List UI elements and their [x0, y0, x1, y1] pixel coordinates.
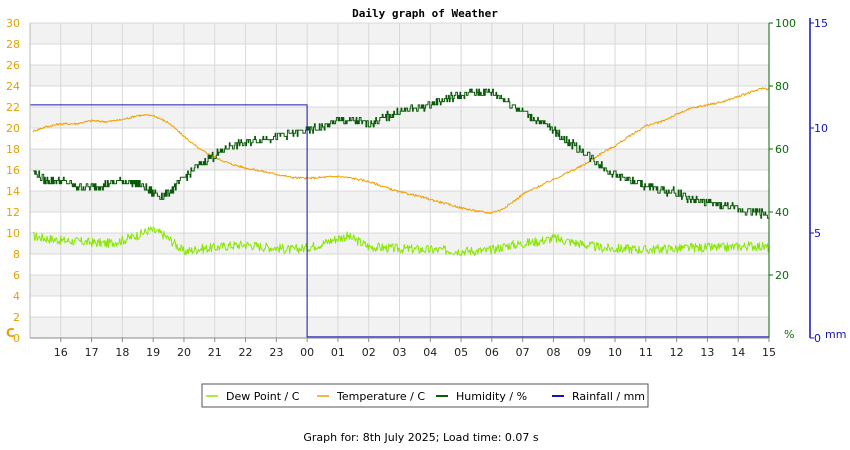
x-axis-tick-label: 05 [454, 346, 468, 359]
x-axis-tick-label: 09 [577, 346, 591, 359]
rainfall-axis-ticks: 0 5 10 15 [810, 17, 828, 345]
x-axis-tick-label: 03 [393, 346, 407, 359]
left-axis-tick-label: 18 [6, 143, 20, 156]
x-axis-tick-label: 11 [639, 346, 653, 359]
humidity-axis-ticks: 20 40 60 80 100 [769, 17, 796, 282]
left-axis-tick-label: 12 [6, 206, 20, 219]
x-axis-tick-label: 13 [700, 346, 714, 359]
x-axis-tick-label: 20 [177, 346, 191, 359]
legend-entry: Humidity / % [456, 390, 527, 403]
left-axis-tick-label: 2 [13, 311, 20, 324]
x-axis-tick-label: 15 [762, 346, 776, 359]
x-axis-tick-label: 23 [269, 346, 283, 359]
left-axis-tick-label: 0 [13, 332, 20, 345]
series-dew-point [32, 226, 770, 256]
legend-entry: Rainfall / mm [572, 390, 645, 403]
humidity-axis-unit: % [784, 328, 794, 341]
x-axis-tick-label: 10 [608, 346, 622, 359]
left-axis-tick-label: 4 [13, 290, 20, 303]
x-axis-tick-label: 16 [54, 346, 68, 359]
x-axis-tick-label: 12 [670, 346, 684, 359]
left-axis-tick-label: 16 [6, 164, 20, 177]
x-axis-tick-label: 07 [516, 346, 530, 359]
rainfall-axis-unit: mm [825, 328, 846, 341]
legend-entry: Temperature / C [336, 390, 425, 403]
humidity-axis-tick-label: 80 [775, 80, 789, 93]
series-temperature [32, 87, 770, 215]
rainfall-axis-tick-label: 5 [814, 227, 821, 240]
chart-title: Daily graph of Weather [352, 7, 498, 20]
x-axis-tick-label: 00 [300, 346, 314, 359]
left-axis-tick-label: 20 [6, 122, 20, 135]
legend: Dew Point / C Temperature / C Humidity / %… [201, 383, 649, 408]
x-axis-tick-label: 08 [546, 346, 560, 359]
series-rainfall [30, 104, 769, 338]
left-axis-tick-label: 6 [13, 269, 20, 282]
humidity-axis-tick-label: 60 [775, 143, 789, 156]
left-axis-tick-label: 22 [6, 101, 20, 114]
humidity-axis-tick-label: 40 [775, 206, 789, 219]
left-axis-tick-label: 30 [6, 17, 20, 30]
rainfall-axis-tick-label: 10 [814, 122, 828, 135]
x-axis-tick-label: 18 [115, 346, 129, 359]
left-axis-tick-label: 26 [6, 59, 20, 72]
legend-entry: Dew Point / C [226, 390, 300, 403]
x-axis-tick-label: 21 [208, 346, 222, 359]
x-axis-tick-label: 19 [146, 346, 160, 359]
x-axis-tick-label: 06 [485, 346, 499, 359]
footer-text: Graph for: 8th July 2025; Load time: 0.0… [303, 431, 539, 444]
legend-items: Dew Point / C Temperature / C Humidity / %… [206, 390, 645, 403]
series-layer [30, 87, 770, 338]
left-axis-tick-label: 24 [6, 80, 20, 93]
left-axis-unit: C [6, 326, 15, 340]
x-axis-tick-label: 14 [731, 346, 745, 359]
left-axis-tick-label: 10 [6, 227, 20, 240]
series-humidity [33, 88, 769, 219]
humidity-axis-tick-label: 20 [775, 269, 789, 282]
x-axis-tick-label: 17 [85, 346, 99, 359]
grid-lines [30, 22, 770, 339]
humidity-axis-tick-label: 100 [775, 17, 796, 30]
x-axis-tick-label: 22 [239, 346, 253, 359]
rainfall-axis-tick-label: 0 [814, 332, 821, 345]
x-axis-tick-label: 01 [331, 346, 345, 359]
left-axis-tick-label: 14 [6, 185, 20, 198]
x-axis-tick-label: 04 [423, 346, 437, 359]
left-axis-tick-label: 8 [13, 248, 20, 261]
rainfall-axis-tick-label: 15 [814, 17, 828, 30]
left-axis-tick-label: 28 [6, 38, 20, 51]
x-axis-tick-label: 02 [362, 346, 376, 359]
x-axis-ticks: 16 17 18 19 20 21 22 23 00 01 02 03 04 05 06 07 08 09 10 11… [54, 338, 776, 359]
legend-box [201, 383, 649, 408]
